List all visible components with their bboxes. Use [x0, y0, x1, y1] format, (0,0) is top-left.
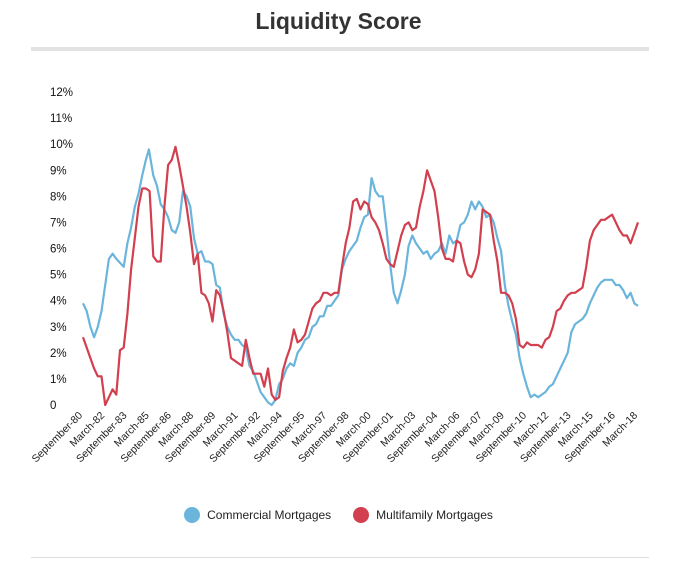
y-axis: 0 1% 2% 3% 4% 5% 6% 7% 8% 9% 10% 11% 12% — [50, 87, 73, 412]
legend-label-multifamily: Multifamily Mortgages — [376, 508, 493, 522]
y-tick-label: 0 — [50, 400, 56, 412]
y-tick-label: 1% — [50, 374, 67, 386]
legend-item-commercial[interactable]: Commercial Mortgages — [184, 507, 331, 523]
legend-dot-commercial — [184, 507, 201, 523]
y-tick-label: 7% — [50, 217, 67, 229]
series-lines — [81, 145, 640, 407]
y-tick-label: 12% — [50, 87, 73, 99]
y-tick-label: 4% — [50, 296, 67, 308]
title-divider — [31, 47, 649, 51]
y-tick-label: 8% — [50, 191, 67, 203]
y-tick-label: 6% — [50, 244, 67, 256]
y-tick-label: 11% — [50, 113, 72, 125]
x-axis: September-80March-82September-83March-85… — [30, 410, 641, 466]
legend-dot-multifamily — [353, 507, 370, 523]
legend-label-commercial: Commercial Mortgages — [207, 508, 332, 522]
y-tick-label: 5% — [50, 270, 67, 282]
legend-item-multifamily[interactable]: Multifamily Mortgages — [353, 507, 493, 523]
series-line-multifamily-mortgages — [81, 145, 640, 407]
bottom-divider — [31, 557, 649, 558]
y-tick-label: 10% — [50, 139, 73, 151]
series-line-commercial-mortgages — [82, 148, 639, 407]
chart-title: Liquidity Score — [255, 8, 422, 34]
y-tick-label: 2% — [50, 348, 67, 360]
y-tick-label: 9% — [50, 165, 67, 177]
y-tick-label: 3% — [50, 322, 67, 334]
legend: Commercial Mortgages Multifamily Mortgag… — [0, 507, 677, 523]
line-chart: 0 1% 2% 3% 4% 5% 6% 7% 8% 9% 10% 11% 12% September-8… — [30, 87, 641, 466]
